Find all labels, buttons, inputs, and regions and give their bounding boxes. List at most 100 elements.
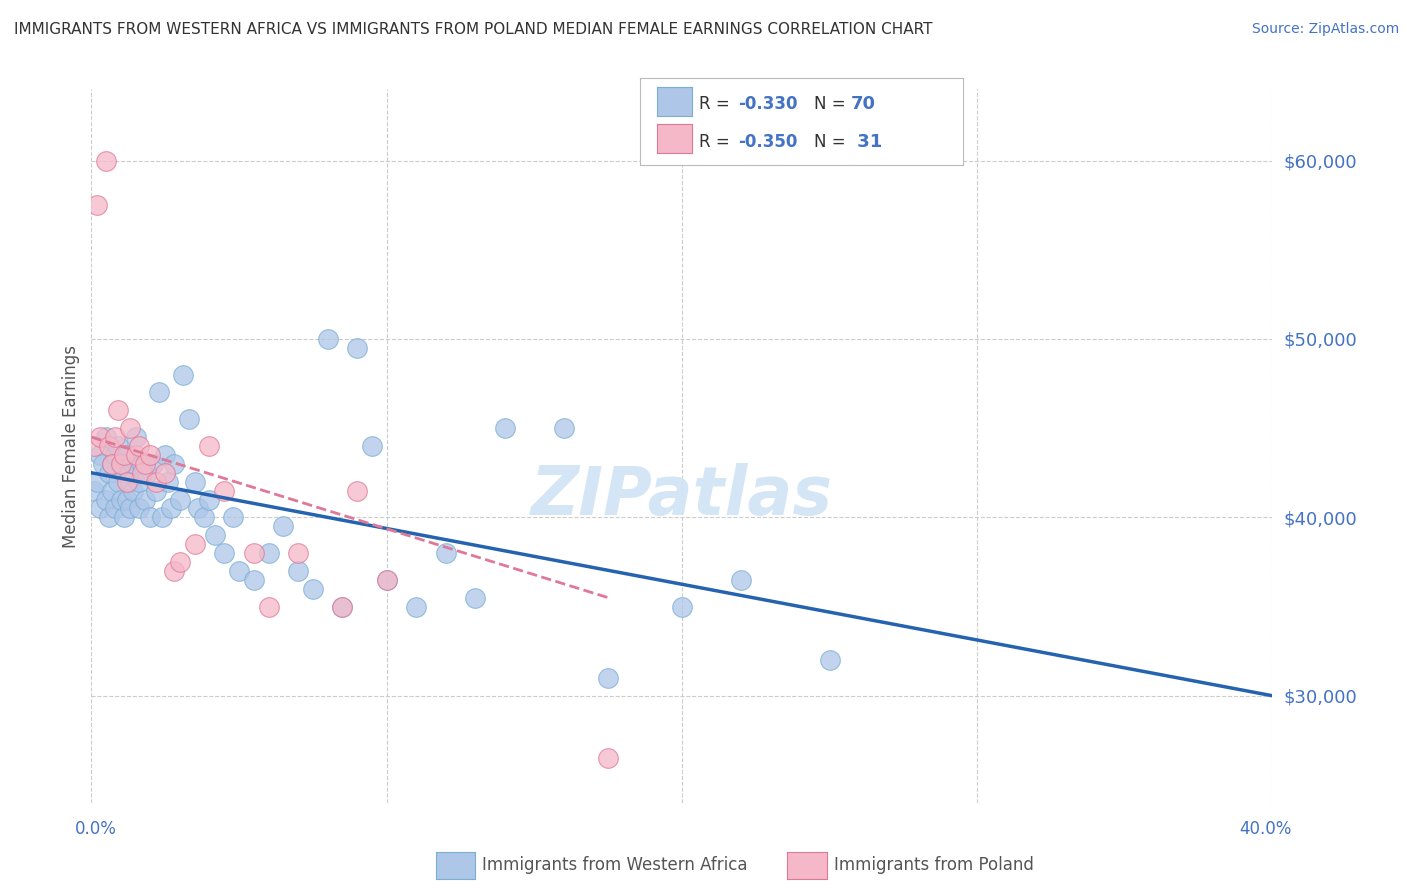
Point (96, 492, 118, 507)
Text: N =: N = (814, 133, 851, 151)
Point (131, 457, 153, 471)
Point (98, 439, 121, 453)
Point (375, 573, 398, 587)
Point (104, 501, 127, 516)
Point (98, 466, 121, 480)
Point (96, 430, 118, 444)
Point (101, 457, 124, 471)
Point (596, 671, 619, 685)
Point (553, 421, 575, 435)
Point (139, 510, 162, 524)
Text: 70: 70 (851, 95, 876, 113)
Point (148, 385, 170, 400)
Point (464, 591, 486, 605)
Point (157, 475, 180, 489)
Point (118, 475, 141, 489)
Text: Immigrants from Poland: Immigrants from Poland (834, 856, 1033, 874)
Point (273, 519, 295, 533)
Point (243, 573, 266, 587)
Point (193, 510, 215, 524)
Text: N =: N = (814, 95, 851, 113)
Point (228, 564, 250, 578)
Point (671, 599, 693, 614)
Text: 31: 31 (851, 133, 882, 151)
Point (150, 510, 173, 524)
Point (332, 599, 354, 614)
Point (118, 421, 141, 435)
Point (375, 573, 398, 587)
Point (145, 475, 167, 489)
Point (730, 573, 752, 587)
Point (287, 564, 309, 578)
Point (134, 457, 156, 471)
Point (86, 198, 108, 212)
Text: R =: R = (699, 133, 735, 151)
Point (346, 483, 368, 498)
Point (136, 466, 159, 480)
Point (131, 466, 153, 480)
Point (104, 430, 127, 444)
Point (134, 492, 156, 507)
Point (214, 483, 236, 498)
Text: 0.0%: 0.0% (75, 820, 117, 838)
Text: -0.330: -0.330 (738, 95, 797, 113)
Point (128, 475, 150, 489)
Point (124, 430, 148, 444)
Text: ZIPatlas: ZIPatlas (531, 463, 832, 529)
Point (332, 599, 354, 614)
Point (83, 483, 105, 498)
Point (112, 466, 135, 480)
Point (121, 457, 143, 471)
Point (110, 492, 132, 507)
Point (104, 448, 127, 462)
Y-axis label: Median Female Earnings: Median Female Earnings (62, 344, 80, 548)
Point (198, 492, 221, 507)
Point (89, 448, 111, 462)
Point (115, 492, 138, 507)
Point (434, 546, 457, 560)
Point (346, 341, 368, 355)
Point (145, 483, 167, 498)
Text: Source: ZipAtlas.com: Source: ZipAtlas.com (1251, 22, 1399, 37)
Point (204, 528, 226, 542)
Point (118, 501, 141, 516)
Point (83, 439, 105, 453)
Text: 40.0%: 40.0% (1239, 820, 1292, 838)
Point (96, 153, 118, 168)
Point (818, 653, 841, 667)
Point (153, 448, 177, 462)
Point (257, 599, 280, 614)
Point (214, 546, 236, 560)
Point (115, 475, 138, 489)
Point (494, 421, 516, 435)
Point (163, 564, 186, 578)
Text: R =: R = (699, 95, 735, 113)
Point (98, 510, 121, 524)
Point (301, 582, 323, 596)
Point (172, 368, 194, 382)
Point (121, 483, 143, 498)
Point (222, 510, 245, 524)
Point (177, 412, 200, 426)
Point (112, 510, 135, 524)
Point (198, 439, 221, 453)
Point (101, 483, 124, 498)
Point (128, 501, 150, 516)
Point (243, 546, 266, 560)
Point (110, 457, 132, 471)
Point (142, 457, 165, 471)
Point (316, 332, 339, 346)
Point (107, 475, 129, 489)
Point (596, 751, 619, 765)
Point (139, 448, 162, 462)
Point (360, 439, 382, 453)
Point (187, 501, 209, 516)
Point (107, 403, 129, 417)
Point (169, 492, 191, 507)
Point (160, 501, 183, 516)
Point (153, 466, 177, 480)
Point (169, 555, 191, 569)
Point (107, 439, 129, 453)
Point (183, 537, 207, 551)
Point (89, 501, 111, 516)
